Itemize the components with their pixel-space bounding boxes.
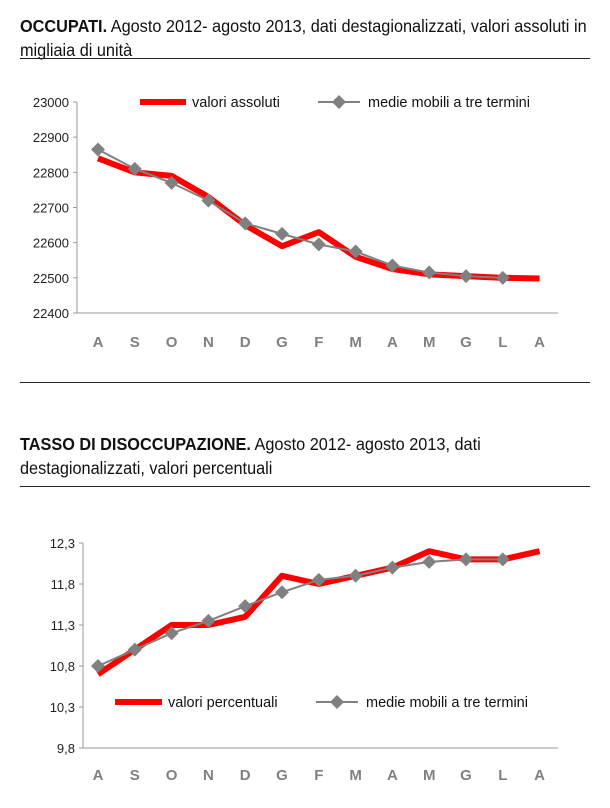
chart-1-data-point-diamond bbox=[311, 237, 326, 252]
chart-2-data-point-diamond bbox=[459, 552, 473, 567]
chart-2-x-tick-label: O bbox=[166, 767, 178, 784]
title-rule-2 bbox=[20, 486, 590, 487]
chart-1-y-tick-label: 22400 bbox=[33, 306, 69, 321]
chart-2-series-values-line bbox=[96, 548, 541, 677]
chart-2-data-point-diamond bbox=[127, 642, 142, 657]
chart-2-x-tick-label: F bbox=[314, 767, 323, 784]
chart-2-data-point-diamond bbox=[201, 613, 216, 628]
chart-2-x-tick-label: G bbox=[460, 767, 472, 784]
chart-1-series-moving-average-line bbox=[97, 148, 503, 279]
chart-2-x-tick-label: A bbox=[387, 767, 398, 784]
chart-2-x-tick-label: N bbox=[203, 767, 214, 784]
chart-1-legend-label: valori assoluti bbox=[192, 95, 280, 111]
chart-2-data-point-diamond bbox=[422, 554, 437, 569]
chart-1-x-tick-label: L bbox=[498, 334, 507, 351]
chart-2-series-moving-average-line bbox=[97, 558, 503, 667]
chart-1-title-bold: OCCUPATI. bbox=[20, 16, 108, 36]
chart-2-title-text: Agosto 2012- agosto 2013, dati destagion… bbox=[20, 434, 481, 478]
chart-1-legend-diamond-icon bbox=[332, 95, 346, 109]
chart-1-x-tick-label: A bbox=[534, 334, 545, 351]
chart-1-data-point-diamond bbox=[422, 265, 437, 280]
chart-1-x-tick-label: F bbox=[314, 334, 323, 351]
chart-1-x-tick-label: M bbox=[349, 334, 362, 351]
chart-1-y-tick-label: 22900 bbox=[33, 130, 69, 145]
chart-2-data-point-diamond bbox=[238, 599, 253, 614]
chart-1-data-point-diamond bbox=[459, 269, 473, 284]
chart-1-data-point-diamond bbox=[201, 193, 216, 208]
chart-1-data-point-diamond bbox=[127, 161, 142, 176]
chart-2-x-tick-label: L bbox=[498, 767, 507, 784]
chart-2-y-tick-label: 10,8 bbox=[50, 659, 75, 674]
chart-2-data-point-diamond bbox=[385, 560, 400, 575]
chart-1-x-tick-label: N bbox=[203, 334, 214, 351]
chart-1-data-point-diamond bbox=[348, 244, 363, 259]
chart-1-y-tick-label: 22500 bbox=[33, 271, 69, 286]
chart-1-data-point-diamond bbox=[495, 270, 510, 285]
chart-2-title: TASSO DI DISOCCUPAZIONE. Agosto 2012- ag… bbox=[20, 432, 592, 480]
chart-1-x-tick-label: G bbox=[276, 334, 288, 351]
chart-2-data-point-diamond bbox=[348, 568, 363, 583]
chart-1-data-point-diamond bbox=[238, 216, 253, 231]
chart-2-x-tick-label: A bbox=[534, 767, 545, 784]
chart-1-y-tick-label: 23000 bbox=[33, 95, 69, 110]
chart-2-y-tick-label: 10,3 bbox=[50, 700, 75, 715]
chart-1-data-point-diamond bbox=[275, 226, 289, 241]
chart-1-data-point-diamond bbox=[385, 258, 400, 273]
chart-1-y-tick-label: 22800 bbox=[33, 165, 69, 180]
chart-2-x-tick-label: D bbox=[240, 767, 251, 784]
chart-1-legend-label: medie mobili a tre termini bbox=[368, 95, 530, 111]
chart-1-data-point-diamond bbox=[164, 175, 179, 190]
chart-1-x-tick-label: A bbox=[387, 334, 398, 351]
chart-2-y-tick-label: 12,3 bbox=[50, 536, 75, 551]
chart-2-title-bold: TASSO DI DISOCCUPAZIONE. bbox=[20, 434, 251, 454]
title-rule-1 bbox=[20, 58, 590, 59]
chart-2-y-tick-label: 9,8 bbox=[57, 741, 75, 756]
chart-2-x-tick-label: M bbox=[349, 767, 362, 784]
chart-1-x-tick-label: O bbox=[166, 334, 178, 351]
chart-1-x-tick-label: S bbox=[130, 334, 140, 351]
chart-1-x-tick-label: G bbox=[460, 334, 472, 351]
chart-2-x-tick-label: G bbox=[276, 767, 288, 784]
chart-1-y-tick-label: 22600 bbox=[33, 236, 69, 251]
chart-2-y-tick-label: 11,3 bbox=[51, 618, 75, 633]
chart-1-title-text: Agosto 2012- agosto 2013, dati destagion… bbox=[20, 16, 587, 60]
chart-2-legend-label: valori percentuali bbox=[168, 695, 278, 711]
chart-1-series-values-line bbox=[96, 155, 540, 282]
chart-1-data-point-diamond bbox=[91, 142, 105, 157]
chart-2-data-point-diamond bbox=[495, 552, 510, 567]
chart-1-x-tick-label: M bbox=[423, 334, 436, 351]
chart-2-x-tick-label: S bbox=[130, 767, 140, 784]
section-divider bbox=[20, 382, 590, 383]
chart-1-x-tick-label: D bbox=[240, 334, 251, 351]
chart-2-data-point-diamond bbox=[275, 585, 289, 600]
chart-2-data-point-diamond bbox=[91, 659, 105, 673]
chart-2-legend-label: medie mobili a tre termini bbox=[366, 695, 528, 711]
chart-2-data-point-diamond bbox=[164, 626, 179, 641]
chart-2-y-tick-label: 11,8 bbox=[51, 577, 75, 592]
chart-2-x-tick-label: A bbox=[93, 767, 104, 784]
chart-1-y-tick-label: 22700 bbox=[33, 201, 69, 216]
chart-2-legend-diamond-icon bbox=[330, 695, 344, 709]
chart-1-x-tick-label: A bbox=[93, 334, 104, 351]
chart-1-title: OCCUPATI. Agosto 2012- agosto 2013, dati… bbox=[20, 14, 592, 62]
chart-2-data-point-diamond bbox=[311, 572, 326, 587]
chart-2-x-tick-label: M bbox=[423, 767, 436, 784]
